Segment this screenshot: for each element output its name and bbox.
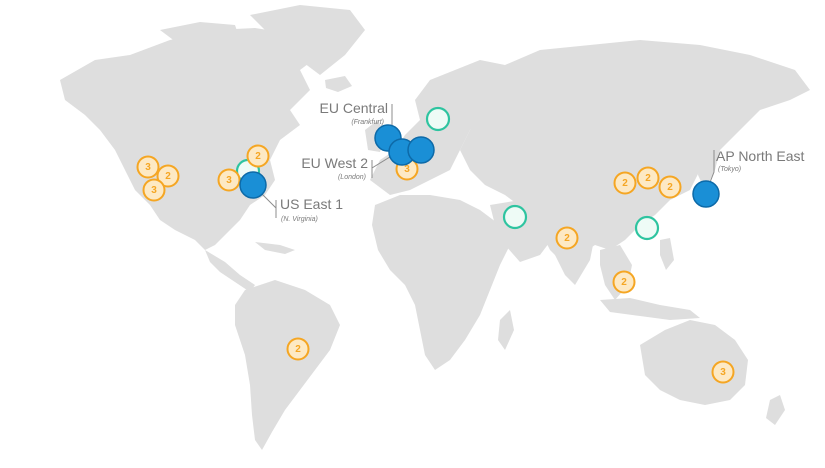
region-city-eu-west-2: (London) xyxy=(338,174,366,181)
central-america-landmass xyxy=(205,250,255,292)
edge-location-count: 2 xyxy=(667,182,673,193)
region-labels: EU Central (Frankfurt) EU West 2 (London… xyxy=(280,100,805,223)
edge-location-badge[interactable] xyxy=(286,337,310,361)
edge-location-badge[interactable] xyxy=(612,270,636,294)
edge-location-badge[interactable] xyxy=(555,226,579,250)
edge-location-count: 2 xyxy=(255,151,261,162)
edge-location-badge[interactable] xyxy=(613,171,637,195)
edge-location-count: 2 xyxy=(621,277,627,288)
asia-landmass xyxy=(460,40,810,265)
canadian-archipelago xyxy=(160,22,240,48)
greenland-landmass xyxy=(250,5,365,75)
planned-region-marker[interactable] xyxy=(425,106,451,132)
region-city-us-east-1: (N. Virginia) xyxy=(281,216,318,223)
edge-location-badge[interactable] xyxy=(136,155,160,179)
region-dot-eu-extra[interactable] xyxy=(407,136,435,164)
edge-location-badge[interactable] xyxy=(636,166,660,190)
edge-location-count: 3 xyxy=(404,164,410,175)
region-label-us-east-1: US East 1 xyxy=(280,196,343,212)
region-dots xyxy=(239,124,720,208)
edge-location-badge[interactable] xyxy=(156,164,180,188)
planned-region-marker[interactable] xyxy=(502,204,528,230)
edge-location-count: 3 xyxy=(151,185,157,196)
edge-location-count: 3 xyxy=(145,162,151,173)
edge-location-count: 2 xyxy=(165,171,171,182)
edge-location-count: 2 xyxy=(645,173,651,184)
edge-location-badge[interactable] xyxy=(658,175,682,199)
edge-location-count: 2 xyxy=(564,233,570,244)
edge-location-badge[interactable] xyxy=(711,360,735,384)
iceland xyxy=(325,76,352,92)
region-label-eu-west-2: EU West 2 xyxy=(301,155,368,171)
japan xyxy=(698,135,720,190)
edge-location-count: 2 xyxy=(295,344,301,355)
region-dot-ap-north-east[interactable] xyxy=(692,180,720,208)
continents xyxy=(60,5,810,450)
australia-landmass xyxy=(640,320,748,405)
madagascar xyxy=(498,310,514,350)
south-america-landmass xyxy=(235,280,340,450)
region-label-ap-north-east: AP North East xyxy=(716,148,805,164)
philippines xyxy=(660,238,674,270)
planned-region-marker[interactable] xyxy=(634,215,660,241)
edge-location-count: 3 xyxy=(720,367,726,378)
region-dot-us-east-1[interactable] xyxy=(239,171,267,199)
edge-location-badge[interactable] xyxy=(246,144,270,168)
indonesia xyxy=(600,298,700,320)
edge-location-count: 3 xyxy=(226,175,232,186)
region-label-eu-central: EU Central xyxy=(320,100,388,116)
edge-location-badge[interactable] xyxy=(217,168,241,192)
region-city-ap-north-east: (Tokyo) xyxy=(718,166,741,173)
new-zealand xyxy=(766,395,785,425)
region-city-eu-central: (Frankfurt) xyxy=(351,119,384,126)
caribbean-islands xyxy=(255,242,295,254)
edge-location-badge[interactable] xyxy=(142,178,166,202)
africa-landmass xyxy=(372,195,510,370)
edge-location-count: 2 xyxy=(622,178,628,189)
